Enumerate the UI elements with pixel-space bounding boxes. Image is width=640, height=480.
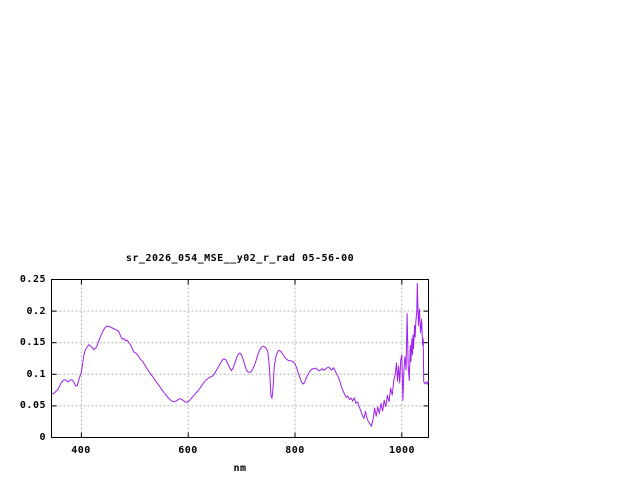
- x-tick-label: 400: [71, 445, 91, 456]
- data-line: [51, 282, 429, 427]
- plot-border: [51, 279, 429, 438]
- x-axis-label: nm: [233, 463, 247, 474]
- chart-title: sr_2026_054_MSE__y02_r_rad 05-56-00: [125, 253, 355, 264]
- y-tick-label: 0.15: [19, 337, 46, 348]
- y-tick-label: 0: [39, 432, 46, 443]
- y-tick-label: 0.25: [19, 274, 46, 285]
- y-tick-label: 0.1: [26, 369, 46, 380]
- x-tick-label: 1000: [388, 445, 416, 456]
- x-tick-label: 800: [285, 445, 305, 456]
- y-tick-label: 0.2: [26, 306, 46, 317]
- y-tick-label: 0.05: [19, 400, 46, 411]
- x-tick-label: 600: [178, 445, 198, 456]
